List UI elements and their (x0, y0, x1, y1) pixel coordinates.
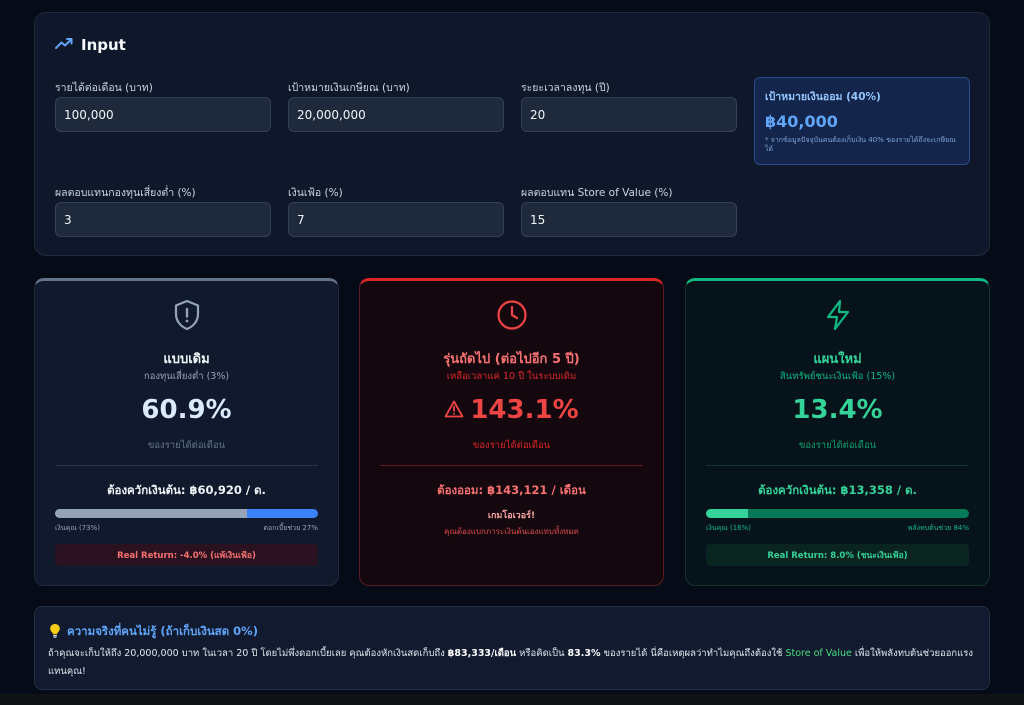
bottom-strip (0, 694, 1024, 705)
contribution-bar (55, 509, 318, 518)
card-subtitle: สินทรัพย์ชนะเงินเฟ้อ (15%) (779, 371, 896, 382)
monthly-income-input[interactable] (55, 97, 271, 132)
principal-needed: ต้องควักเงินต้น: ฿60,920 / ด. (107, 483, 266, 497)
fact-body: ถ้าคุณจะเก็บให้ถึง 20,000,000 บาท ในเวลา… (48, 645, 978, 681)
income-percent-value: 60.9% (141, 395, 232, 425)
bar-right-label: ดอกเบี้ยช่วย 27% (263, 524, 319, 532)
bar-left-label: เงินคุณ (73%) (55, 524, 101, 532)
game-over-title: เกมโอเวอร์! (487, 511, 536, 521)
fact-text: ของรายได้ นี่คือเหตุผลว่าทำไมคุณถึงต้องใ… (600, 648, 786, 659)
shield-alert-icon (35, 299, 338, 331)
bar-user-share (706, 509, 749, 518)
lightbulb-icon (49, 623, 61, 641)
bar-labels: เงินคุณ (73%) ดอกเบี้ยช่วย 27% (55, 523, 318, 534)
income-percent-label: ของรายได้ต่อเดือน (798, 440, 877, 451)
fact-title: ความจริงที่คนไม่รู้ (ถ้าเก็บเงินสด 0%) (67, 624, 258, 638)
card-subtitle: เหลือเวลาแค่ 10 ปี ในระบบเดิม (446, 371, 577, 382)
divider (380, 465, 643, 466)
input-title: Input (81, 36, 126, 54)
game-over-description: คุณต้องแบกภาระเงินต้นเองแทบทั้งหมด (444, 527, 579, 536)
income-percent: 60.9% (35, 395, 338, 425)
fact-text: เพื่อให้พลังทบต้นช่วยออกแรงแทนคุณ! (48, 648, 974, 677)
input-header: Input (55, 36, 126, 54)
divider (706, 465, 969, 466)
savings-target-box: เป้าหมายเงินออม (40%) ฿40,000 * จากข้อมู… (754, 77, 970, 165)
card-subtitle: กองทุนเสี่ยงต่ำ (3%) (143, 371, 230, 382)
savings-target-title: เป้าหมายเงินออม (40%) (765, 91, 881, 103)
store-of-value-return-input[interactable] (521, 202, 737, 237)
trending-up-icon (55, 36, 73, 54)
divider (55, 465, 318, 466)
savings-target-note: * จากข้อมูลปัจจุบันคนต้องเก็บเงิน 40% ขอ… (765, 136, 956, 154)
fact-percent: 83.3% (567, 648, 601, 659)
warning-icon (444, 395, 464, 425)
fact-panel: ความจริงที่คนไม่รู้ (ถ้าเก็บเงินสด 0%) ถ… (34, 606, 990, 690)
principal-needed: ต้องควักเงินต้น: ฿13,358 / ด. (758, 483, 917, 497)
income-percent-value: 13.4% (792, 395, 883, 425)
inflation-input[interactable] (288, 202, 504, 237)
savings-needed: ต้องออม: ฿143,121 / เดือน (437, 483, 586, 497)
monthly-income-label: รายได้ต่อเดือน (บาท) (55, 82, 153, 94)
income-percent: 13.4% (686, 395, 989, 425)
card-new-plan: แผนใหม่ สินทรัพย์ชนะเงินเฟ้อ (15%) 13.4%… (685, 278, 990, 586)
store-of-value-link[interactable]: Store of Value (785, 648, 852, 659)
card-title: แผนใหม่ (813, 352, 862, 367)
income-percent-label: ของรายได้ต่อเดือน (472, 440, 551, 451)
bar-labels: เงินคุณ (16%) พลังทบต้นช่วย 84% (706, 523, 969, 534)
invest-period-label: ระยะเวลาลงทุน (ปี) (521, 82, 610, 94)
card-title: แบบเดิม (163, 352, 210, 367)
income-percent: 143.1% (360, 395, 663, 425)
lightning-icon (686, 299, 989, 331)
income-percent-value: 143.1% (470, 395, 579, 425)
input-panel: Input รายได้ต่อเดือน (บาท) เป้าหมายเงินเ… (34, 12, 990, 256)
low-risk-return-input[interactable] (55, 202, 271, 237)
income-percent-label: ของรายได้ต่อเดือน (147, 440, 226, 451)
bar-interest-share (246, 509, 318, 518)
savings-target-value: ฿40,000 (765, 112, 838, 131)
card-next-generation: รุ่นถัดไป (ต่อไปอีก 5 ปี) เหลือเวลาแค่ 1… (359, 278, 664, 586)
bar-left-label: เงินคุณ (16%) (706, 524, 752, 532)
retirement-goal-label: เป้าหมายเงินเกษียณ (บาท) (288, 82, 410, 94)
fact-text: หรือคิดเป็น (516, 648, 568, 659)
fact-header: ความจริงที่คนไม่รู้ (ถ้าเก็บเงินสด 0%) (49, 623, 258, 641)
fact-text: ถ้าคุณจะเก็บให้ถึง 20,000,000 บาท ในเวลา… (48, 648, 448, 659)
bar-user-share (55, 509, 247, 518)
retirement-goal-input[interactable] (288, 97, 504, 132)
bar-right-label: พลังทบต้นช่วย 84% (907, 524, 969, 532)
inflation-label: เงินเฟ้อ (%) (288, 187, 343, 199)
clock-icon (360, 299, 663, 331)
fact-monthly-amount: ฿83,333/เดือน (447, 648, 517, 659)
real-return-badge: Real Return: 8.0% (ชนะเงินเฟ้อ) (706, 544, 969, 566)
invest-period-input[interactable] (521, 97, 737, 132)
contribution-bar (706, 509, 969, 518)
real-return-badge: Real Return: -4.0% (แพ้เงินเฟ้อ) (55, 544, 318, 566)
card-traditional: แบบเดิม กองทุนเสี่ยงต่ำ (3%) 60.9% ของรา… (34, 278, 339, 586)
store-of-value-return-label: ผลตอบแทน Store of Value (%) (521, 187, 673, 199)
low-risk-return-label: ผลตอบแทนกองทุนเสี่ยงต่ำ (%) (55, 187, 196, 199)
card-title: รุ่นถัดไป (ต่อไปอีก 5 ปี) (443, 352, 580, 367)
bar-interest-share (748, 509, 969, 518)
